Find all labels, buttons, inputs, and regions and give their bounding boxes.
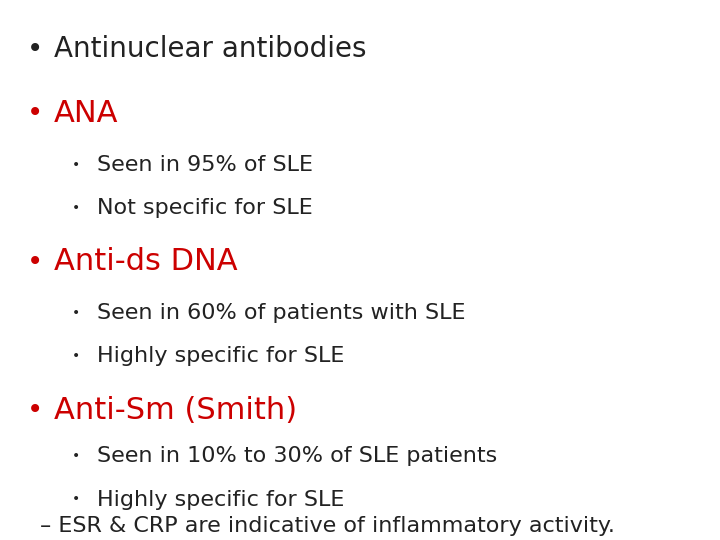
Text: •: • [27, 99, 44, 127]
Text: •: • [72, 306, 80, 320]
Text: Seen in 95% of SLE: Seen in 95% of SLE [97, 154, 313, 175]
Text: •: • [27, 35, 44, 63]
Text: Anti-Sm (Smith): Anti-Sm (Smith) [54, 396, 297, 425]
Text: Seen in 10% to 30% of SLE patients: Seen in 10% to 30% of SLE patients [97, 446, 498, 467]
Text: •: • [72, 492, 80, 507]
Text: Not specific for SLE: Not specific for SLE [97, 198, 313, 218]
Text: •: • [72, 449, 80, 463]
Text: •: • [72, 158, 80, 172]
Text: ANA: ANA [54, 99, 119, 128]
Text: Highly specific for SLE: Highly specific for SLE [97, 489, 345, 510]
Text: – ESR & CRP are indicative of inflammatory activity.: – ESR & CRP are indicative of inflammato… [40, 516, 614, 536]
Text: Highly specific for SLE: Highly specific for SLE [97, 346, 345, 367]
Text: •: • [27, 396, 44, 424]
Text: •: • [72, 201, 80, 215]
Text: •: • [27, 248, 44, 276]
Text: Seen in 60% of patients with SLE: Seen in 60% of patients with SLE [97, 303, 466, 323]
Text: •: • [72, 349, 80, 363]
Text: Antinuclear antibodies: Antinuclear antibodies [54, 35, 366, 63]
Text: Anti-ds DNA: Anti-ds DNA [54, 247, 238, 276]
